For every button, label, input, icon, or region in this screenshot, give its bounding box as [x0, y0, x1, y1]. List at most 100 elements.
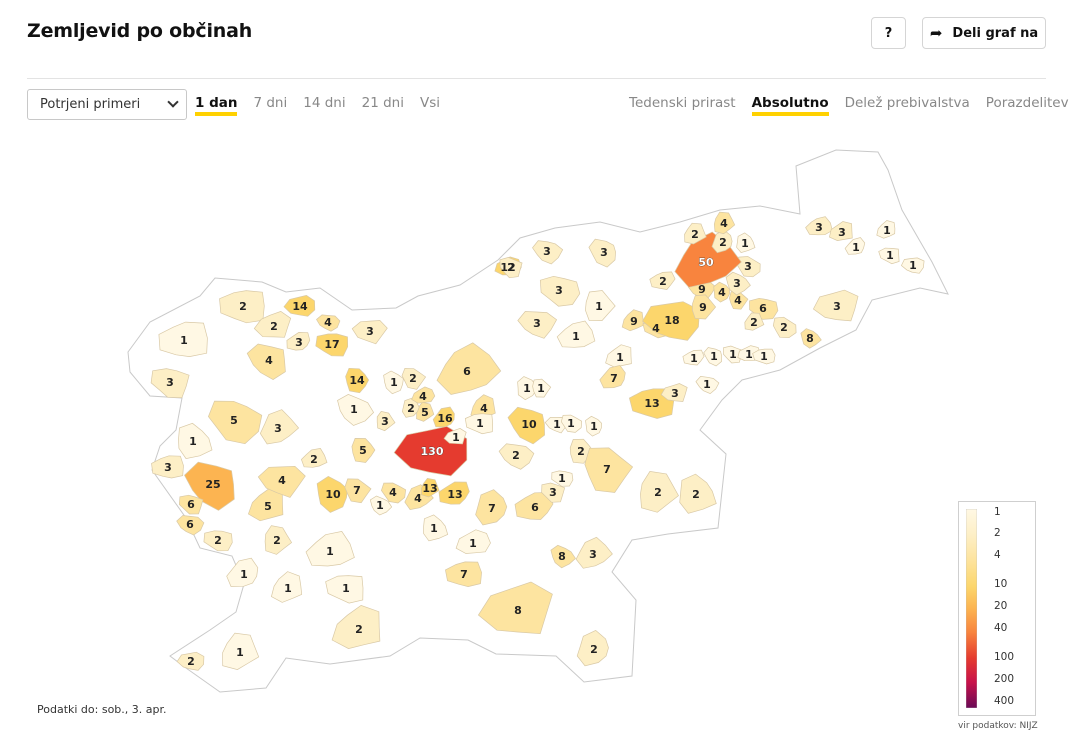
- municipality-region[interactable]: [445, 561, 482, 587]
- municipality-region[interactable]: [253, 311, 292, 338]
- municipality-region[interactable]: [649, 271, 676, 290]
- municipality-region[interactable]: [729, 290, 749, 310]
- municipality-region[interactable]: [151, 455, 184, 479]
- municipality-region[interactable]: [178, 494, 204, 515]
- municipality-region[interactable]: [411, 386, 436, 404]
- municipality-region[interactable]: [283, 295, 316, 317]
- municipality-region[interactable]: [376, 411, 396, 432]
- municipality-region[interactable]: [176, 651, 205, 671]
- municipality-region[interactable]: [150, 368, 190, 399]
- municipality-region[interactable]: [178, 422, 213, 459]
- municipality-region[interactable]: [499, 257, 523, 279]
- municipality-region[interactable]: [584, 447, 634, 493]
- municipality-region[interactable]: [443, 428, 467, 445]
- municipality-region[interactable]: [800, 328, 822, 349]
- municipality-region[interactable]: [585, 290, 616, 321]
- municipality-region[interactable]: [286, 332, 311, 351]
- municipality-region[interactable]: [203, 530, 233, 552]
- municipality-region[interactable]: [331, 605, 381, 649]
- tab-absolutno[interactable]: Absolutno: [751, 95, 829, 116]
- municipality-region[interactable]: [316, 475, 348, 513]
- municipality-region[interactable]: [744, 312, 765, 331]
- municipality-region[interactable]: [247, 487, 284, 522]
- municipality-region[interactable]: [532, 240, 564, 265]
- municipality-region[interactable]: [736, 256, 761, 278]
- municipality-region[interactable]: [812, 289, 859, 322]
- municipality-region[interactable]: [176, 515, 205, 536]
- municipality-region[interactable]: [351, 438, 376, 463]
- municipality-region[interactable]: [844, 237, 866, 255]
- municipality-region[interactable]: [421, 478, 440, 498]
- municipality-region[interactable]: [316, 314, 341, 332]
- municipality-region[interactable]: [438, 481, 470, 505]
- municipality-region[interactable]: [550, 544, 576, 569]
- municipality-region[interactable]: [660, 383, 688, 402]
- municipality-region[interactable]: [432, 406, 455, 428]
- municipality-region[interactable]: [599, 365, 626, 389]
- municipality-region[interactable]: [560, 414, 583, 433]
- municipality-region[interactable]: [682, 349, 705, 366]
- metric-select[interactable]: Potrjeni primeri: [27, 89, 187, 120]
- municipality-region[interactable]: [219, 290, 265, 324]
- municipality-region[interactable]: [692, 294, 717, 320]
- municipality-region[interactable]: [300, 448, 328, 468]
- municipality-region[interactable]: [315, 333, 349, 357]
- municipality-region[interactable]: [900, 257, 925, 274]
- tab-tedenski-prirast[interactable]: Tedenski prirast: [629, 95, 736, 111]
- municipality-region[interactable]: [270, 571, 303, 603]
- municipality-region[interactable]: [477, 581, 553, 635]
- municipality-region[interactable]: [498, 443, 535, 470]
- municipality-region[interactable]: [257, 465, 306, 498]
- municipality-region[interactable]: [259, 409, 300, 445]
- municipality-region[interactable]: [305, 531, 355, 567]
- municipality-region[interactable]: [369, 495, 393, 516]
- municipality-region[interactable]: [344, 478, 372, 504]
- municipality-region[interactable]: [514, 492, 554, 520]
- municipality-region[interactable]: [381, 482, 407, 504]
- municipality-region[interactable]: [184, 461, 235, 511]
- municipality-region[interactable]: [423, 514, 449, 542]
- municipality-region[interactable]: [507, 406, 545, 445]
- municipality-region[interactable]: [713, 281, 730, 303]
- municipality-region[interactable]: [551, 470, 574, 487]
- municipality-region[interactable]: [541, 482, 566, 503]
- municipality-region[interactable]: [640, 471, 679, 513]
- municipality-region[interactable]: [585, 415, 602, 437]
- tab-delez-prebivalstva[interactable]: Delež prebivalstva: [844, 95, 970, 111]
- municipality-region[interactable]: [158, 321, 208, 357]
- tab-1-dan[interactable]: 1 dan: [195, 95, 238, 116]
- municipality-region[interactable]: [684, 222, 707, 245]
- municipality-region[interactable]: [713, 211, 736, 235]
- municipality-region[interactable]: [576, 629, 609, 667]
- municipality-region[interactable]: [679, 473, 717, 514]
- tab-14-dni[interactable]: 14 dni: [303, 95, 346, 111]
- municipality-region[interactable]: [401, 367, 427, 390]
- municipality-region[interactable]: [772, 316, 797, 339]
- municipality-region[interactable]: [711, 229, 733, 254]
- tab-porazdelitev[interactable]: Porazdelitev: [985, 95, 1069, 111]
- municipality-region[interactable]: [556, 320, 596, 348]
- municipality-region[interactable]: [464, 413, 494, 435]
- municipality-region[interactable]: [752, 348, 776, 365]
- share-button[interactable]: ➦ Deli graf na: [922, 17, 1046, 49]
- municipality-region[interactable]: [723, 345, 744, 364]
- municipality-region[interactable]: [222, 632, 260, 670]
- municipality-region[interactable]: [828, 221, 853, 241]
- municipality-region[interactable]: [337, 394, 375, 426]
- municipality-region[interactable]: [455, 529, 491, 554]
- municipality-region[interactable]: [475, 489, 508, 526]
- municipality-region[interactable]: [226, 557, 259, 587]
- municipality-region[interactable]: [876, 220, 896, 239]
- municipality-region[interactable]: [532, 378, 552, 398]
- tab-vsi[interactable]: Vsi: [419, 95, 440, 111]
- municipality-region[interactable]: [878, 247, 900, 265]
- municipality-region[interactable]: [642, 301, 700, 341]
- municipality-region[interactable]: [736, 232, 756, 254]
- municipality-region[interactable]: [325, 575, 364, 604]
- municipality-region[interactable]: [345, 367, 370, 394]
- municipality-region[interactable]: [383, 370, 404, 395]
- municipality-region[interactable]: [208, 400, 263, 445]
- tab-21-dni[interactable]: 21 dni: [361, 95, 404, 111]
- municipality-region[interactable]: [246, 343, 286, 381]
- municipality-region[interactable]: [588, 238, 616, 268]
